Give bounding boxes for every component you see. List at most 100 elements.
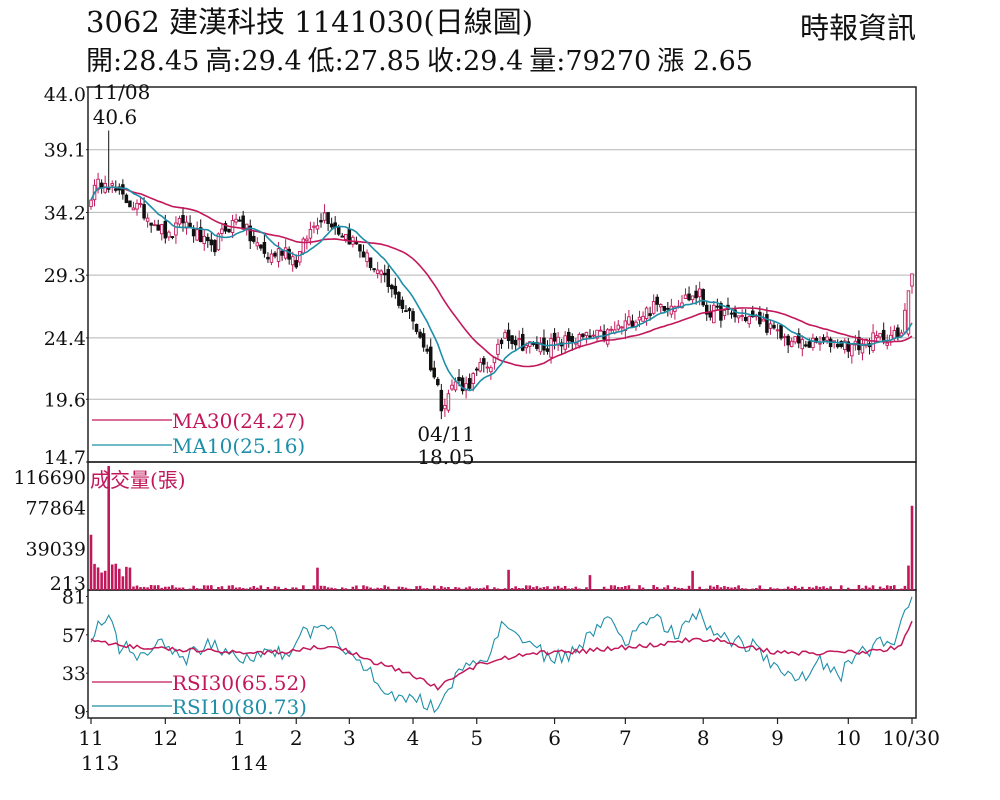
data-source: 時報資訊 — [799, 11, 916, 45]
candle-body — [248, 225, 252, 242]
volume-bar — [585, 587, 588, 590]
candle-body — [545, 348, 550, 352]
candle-body — [326, 212, 330, 224]
volume-tick-label: 213 — [50, 573, 86, 595]
volume-bar — [723, 585, 726, 590]
volume-bar — [503, 588, 507, 590]
volume-bar — [889, 585, 893, 590]
volume-tick-label: 39039 — [26, 539, 86, 561]
volume-bar — [93, 563, 96, 590]
candle-body — [503, 332, 507, 339]
volume-bar — [418, 585, 422, 590]
candle-body — [807, 341, 812, 348]
volume-bar — [302, 585, 305, 590]
price-panel-frame — [87, 86, 917, 463]
volume-bar — [231, 585, 234, 590]
candle-body — [124, 194, 129, 204]
volume-bar — [507, 569, 510, 590]
volume-axis-labels: 116690 77864 39039 213 — [13, 467, 86, 595]
candles — [89, 130, 914, 420]
candle-body — [524, 345, 529, 349]
volume-bar — [234, 587, 238, 590]
candle-body — [609, 328, 613, 331]
price-tick-label: 44.0 — [44, 84, 86, 106]
candle-body — [662, 305, 667, 311]
grid-lines — [88, 149, 916, 400]
volume-bar — [167, 586, 171, 590]
candle-body — [213, 240, 217, 253]
candle-body — [538, 342, 543, 353]
candle-body — [839, 341, 843, 347]
volume-bar — [903, 585, 907, 590]
volume-bar — [624, 585, 627, 590]
candle-body — [411, 311, 415, 322]
candle-body — [510, 335, 514, 345]
volume-bar — [181, 587, 185, 590]
volume-bar — [758, 585, 762, 590]
volume-bar — [447, 586, 450, 590]
high-value: 高:29.4 — [205, 46, 302, 77]
volume-bar — [684, 588, 687, 590]
candle-body — [160, 224, 164, 235]
candle-body — [878, 332, 882, 338]
candle-body — [305, 238, 309, 242]
candle-body — [361, 251, 366, 258]
candle-body — [223, 223, 228, 232]
volume-bar — [670, 589, 673, 590]
volume-bar — [440, 586, 443, 590]
volume-bar — [818, 586, 822, 590]
candle-body — [697, 288, 702, 298]
volume-bar — [319, 585, 323, 590]
x-tick-label: 6 — [548, 726, 561, 750]
candle-body — [751, 310, 755, 318]
rsi-tick-label: 9 — [74, 702, 86, 724]
candle-body — [644, 307, 649, 319]
candle-body — [552, 332, 557, 342]
volume-bar — [776, 588, 779, 590]
volume-bar — [740, 588, 744, 590]
candle-body — [252, 235, 256, 242]
volume-bar — [273, 586, 277, 590]
rsi10-legend-label: RSI10(80.73) — [172, 695, 307, 719]
volume-bar — [174, 587, 178, 590]
volume-bar — [139, 587, 142, 590]
candle-body — [705, 304, 709, 315]
candle-body — [896, 327, 900, 338]
price-axis-labels: 44.0 39.1 34.2 29.3 24.4 19.6 14.7 — [44, 84, 88, 469]
candle-body — [400, 299, 405, 310]
x-tick-label: 12 — [153, 726, 178, 750]
candle-body — [170, 236, 175, 239]
candle-body — [255, 242, 260, 247]
volume-bar — [769, 587, 772, 590]
volume-bar — [369, 587, 372, 590]
volume-bar — [535, 586, 539, 590]
volume-bar — [284, 587, 287, 590]
volume-bar — [592, 589, 595, 590]
volume-bar — [280, 588, 284, 590]
volume-bar — [142, 586, 146, 590]
volume-bar — [149, 584, 153, 590]
candle-body — [860, 343, 865, 354]
volume-bar — [730, 587, 733, 590]
volume-bar — [156, 585, 160, 590]
volume-bar — [355, 585, 358, 590]
candle-body — [259, 244, 263, 249]
candle-body — [658, 304, 663, 308]
candle-body — [450, 384, 454, 390]
candle-body — [135, 202, 139, 210]
volume-bar — [850, 589, 854, 590]
price-tick-label: 24.4 — [44, 328, 86, 350]
ma10-line — [90, 186, 913, 392]
candle-body — [220, 228, 224, 234]
volume-bar — [808, 586, 811, 590]
candle-body — [694, 290, 698, 299]
volume-bar — [178, 587, 181, 590]
volume-bar — [206, 585, 210, 590]
volume-bar — [737, 585, 740, 590]
volume-bar — [365, 586, 369, 590]
candle-body — [641, 315, 645, 322]
volume-value: 量:79270 — [529, 46, 652, 77]
candle-body — [588, 335, 592, 338]
candle-body — [298, 251, 302, 263]
candle-body — [89, 199, 93, 208]
